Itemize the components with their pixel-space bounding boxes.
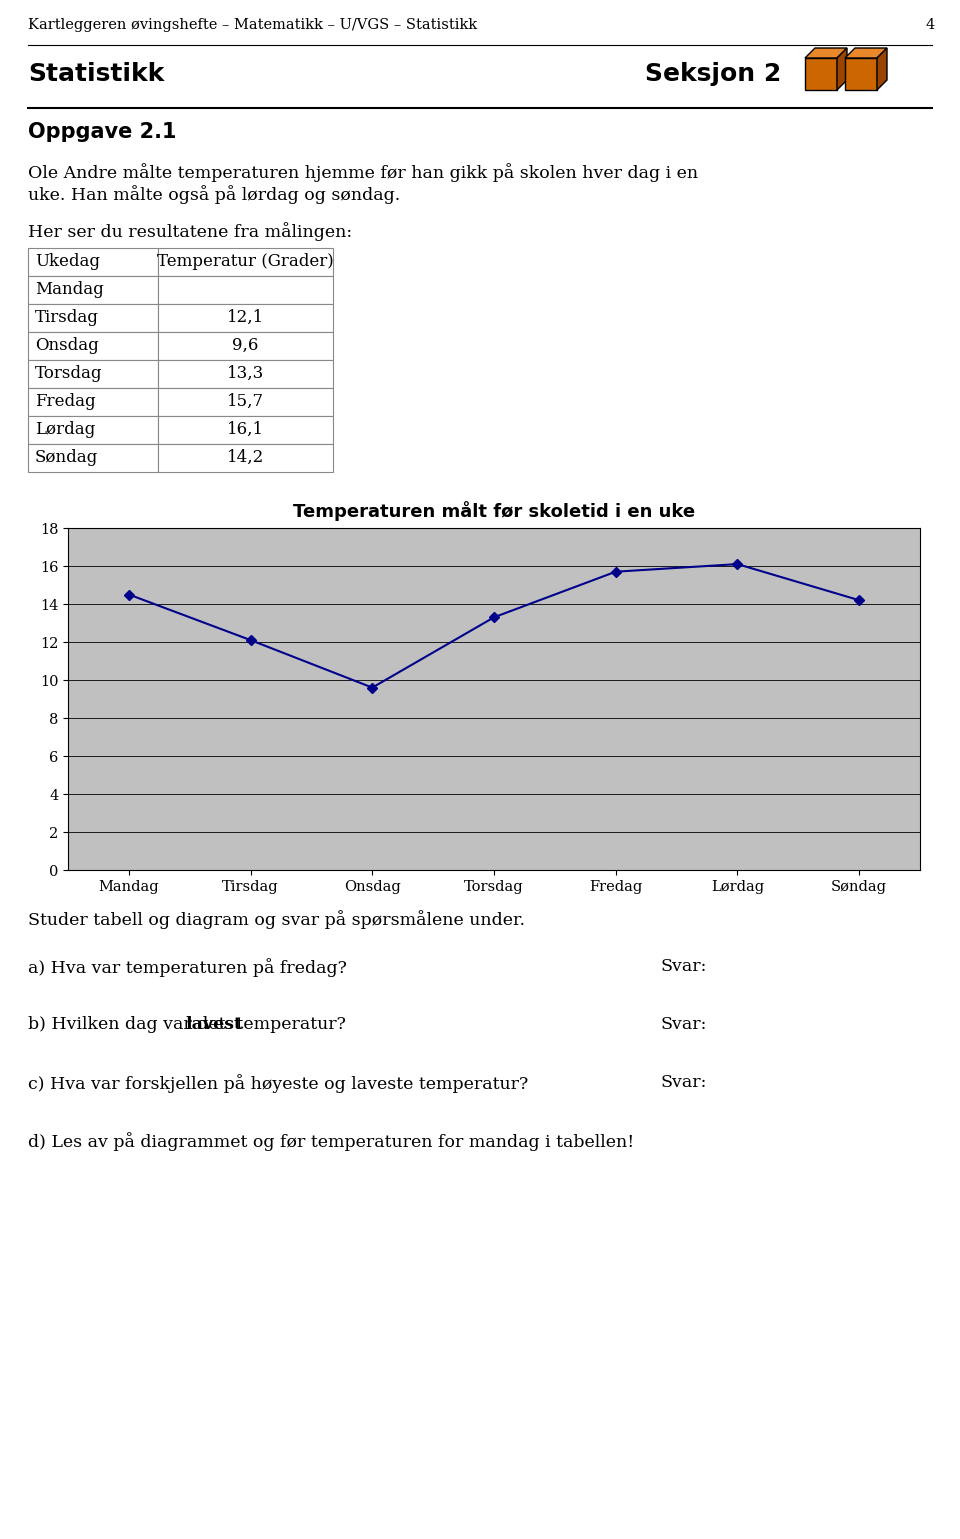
Text: lavest: lavest: [185, 1016, 243, 1033]
Polygon shape: [845, 48, 887, 58]
Text: Her ser du resultatene fra målingen:: Her ser du resultatene fra målingen:: [28, 222, 352, 242]
Bar: [28, 416, 158, 443]
Polygon shape: [805, 58, 837, 89]
Bar: [28, 248, 158, 275]
Bar: [158, 275, 333, 305]
Bar: [28, 388, 158, 416]
Bar: [158, 360, 333, 388]
Text: uke. Han målte også på lørdag og søndag.: uke. Han målte også på lørdag og søndag.: [28, 185, 400, 203]
Text: a) Hva var temperaturen på fredag?: a) Hva var temperaturen på fredag?: [28, 957, 347, 977]
Polygon shape: [805, 48, 847, 58]
Text: temperatur?: temperatur?: [231, 1016, 346, 1033]
Bar: [158, 388, 333, 416]
Text: Tirsdag: Tirsdag: [35, 309, 99, 326]
Bar: [28, 443, 158, 472]
Text: c) Hva var forskjellen på høyeste og laveste temperatur?: c) Hva var forskjellen på høyeste og lav…: [28, 1074, 528, 1093]
Bar: [158, 443, 333, 472]
Text: Lørdag: Lørdag: [35, 422, 95, 439]
Text: Statistikk: Statistikk: [28, 62, 164, 86]
Bar: [158, 248, 333, 275]
Text: Svar:: Svar:: [660, 1016, 707, 1033]
Bar: [158, 416, 333, 443]
Text: Temperatur (Grader): Temperatur (Grader): [157, 252, 334, 269]
Bar: [28, 332, 158, 360]
Text: Mandag: Mandag: [35, 282, 104, 299]
Text: Kartleggeren øvingshefte – Matematikk – U/VGS – Statistikk: Kartleggeren øvingshefte – Matematikk – …: [28, 18, 477, 32]
Text: Svar:: Svar:: [660, 957, 707, 976]
Polygon shape: [877, 48, 887, 89]
Text: b) Hvilken dag var det: b) Hvilken dag var det: [28, 1016, 231, 1033]
Text: Seksjon 2: Seksjon 2: [645, 62, 781, 86]
Text: Ole Andre målte temperaturen hjemme før han gikk på skolen hver dag i en: Ole Andre målte temperaturen hjemme før …: [28, 163, 698, 182]
Bar: [28, 305, 158, 332]
Text: 16,1: 16,1: [227, 422, 264, 439]
Text: Torsdag: Torsdag: [35, 365, 103, 382]
Text: Studer tabell og diagram og svar på spørsmålene under.: Studer tabell og diagram og svar på spør…: [28, 910, 525, 930]
Text: Oppgave 2.1: Oppgave 2.1: [28, 122, 177, 142]
Polygon shape: [837, 48, 847, 89]
Text: Svar:: Svar:: [660, 1074, 707, 1091]
Title: Temperaturen målt før skoletid i en uke: Temperaturen målt før skoletid i en uke: [293, 500, 695, 520]
Bar: [28, 360, 158, 388]
Bar: [28, 275, 158, 305]
Text: Fredag: Fredag: [35, 392, 96, 409]
Polygon shape: [845, 58, 877, 89]
Text: 9,6: 9,6: [232, 337, 258, 354]
Text: 15,7: 15,7: [227, 392, 264, 409]
Text: 13,3: 13,3: [227, 365, 264, 382]
Text: 14,2: 14,2: [227, 449, 264, 466]
Text: 12,1: 12,1: [227, 309, 264, 326]
Bar: [158, 305, 333, 332]
Text: d) Les av på diagrammet og før temperaturen for mandag i tabellen!: d) Les av på diagrammet og før temperatu…: [28, 1133, 635, 1151]
Bar: [158, 332, 333, 360]
Text: Søndag: Søndag: [35, 449, 98, 466]
Text: Onsdag: Onsdag: [35, 337, 99, 354]
Text: 4: 4: [925, 18, 935, 32]
Text: Ukedag: Ukedag: [35, 252, 100, 269]
